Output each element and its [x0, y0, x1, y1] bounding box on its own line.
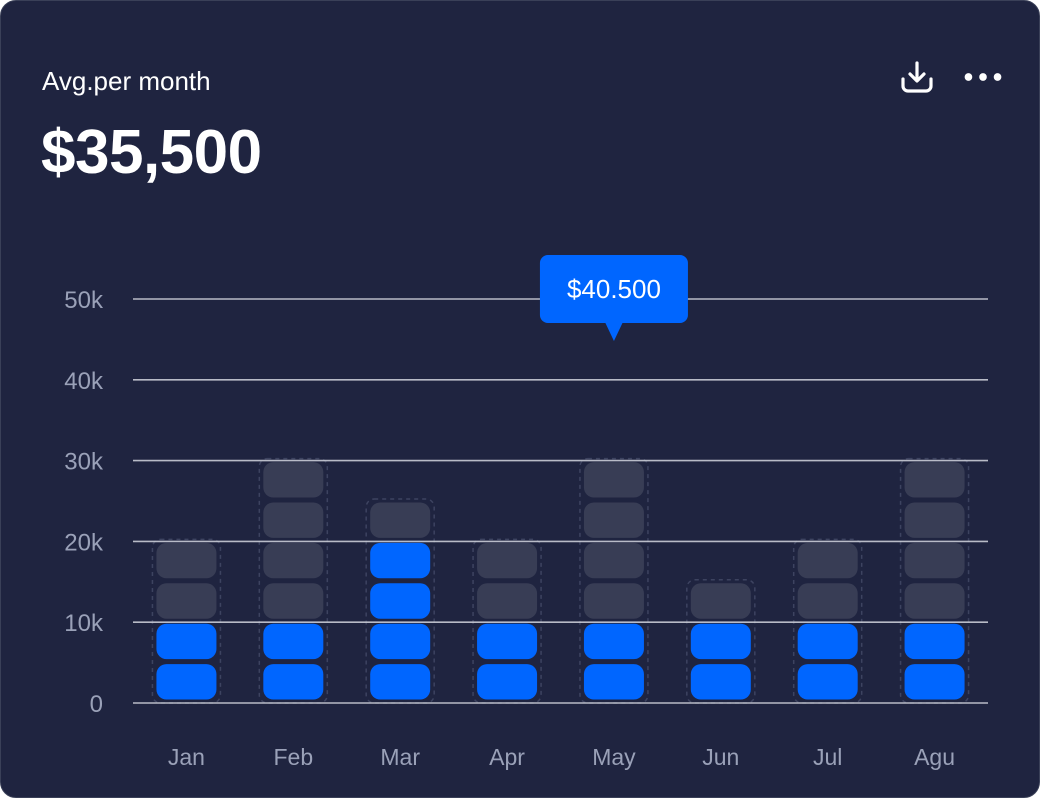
x-tick-label: Agu: [914, 744, 955, 770]
bar-block-empty: [797, 583, 858, 619]
y-tick-label: 50k: [64, 287, 104, 314]
labels-layer: 0 10k 20k 30k 40k 50k Jan Feb Mar Apr May Jun Jul Agu: [64, 287, 955, 770]
x-tick-label: May: [592, 744, 636, 770]
bar-block-filled: [370, 664, 431, 700]
more-options-button[interactable]: [963, 57, 1003, 97]
bar-block-empty: [583, 583, 644, 619]
bar-block-empty: [370, 502, 431, 538]
bar-block-filled: [797, 623, 858, 660]
bar-block-empty: [690, 583, 751, 619]
bar-block-filled: [477, 664, 538, 700]
average-value: $35,500: [41, 118, 262, 187]
bar-block-filled: [263, 623, 324, 660]
bar-block-filled: [583, 664, 644, 700]
bar-block-filled: [690, 664, 751, 700]
bar-block-filled: [370, 542, 431, 579]
x-tick-label: Jun: [702, 744, 739, 770]
bar-block-filled: [583, 623, 644, 660]
bar-block-empty: [904, 542, 965, 579]
x-tick-label: Jul: [813, 744, 842, 770]
more-horizontal-icon: [964, 73, 1002, 81]
y-tick-label: 10k: [64, 610, 104, 637]
bar-block-empty: [904, 583, 965, 619]
bar-block-empty: [263, 502, 324, 538]
tooltip-box: [539, 255, 688, 323]
bar-block-filled: [370, 583, 431, 619]
bar-block-empty: [904, 502, 965, 538]
bar-block-filled: [156, 623, 217, 660]
bar-block-filled: [904, 623, 965, 660]
y-tick-label: 0: [90, 691, 103, 718]
bar-block-empty: [156, 542, 217, 579]
y-tick-label: 30k: [64, 449, 104, 476]
bar-block-empty: [797, 542, 858, 579]
bar-block-empty: [477, 542, 538, 579]
bar-block-filled: [477, 623, 538, 660]
bar-block-filled: [370, 623, 431, 660]
tooltip: $40.500: [539, 255, 688, 341]
bar-block-filled: [263, 664, 324, 700]
download-button[interactable]: [897, 57, 937, 97]
bar-block-empty: [904, 462, 965, 498]
y-tick-label: 40k: [64, 368, 104, 395]
tooltip-label: $40.500: [567, 274, 661, 304]
bar-block-empty: [583, 542, 644, 579]
x-tick-label: Mar: [380, 744, 420, 770]
download-icon: [901, 61, 933, 93]
bar-block-empty: [583, 502, 644, 538]
grid-layer: [133, 298, 988, 704]
bar-block-empty: [263, 462, 324, 498]
bar-block-filled: [904, 664, 965, 700]
bar-block-filled: [797, 664, 858, 700]
tooltip-pointer: [604, 322, 623, 341]
bar-block-empty: [156, 583, 217, 619]
bar-block-filled: [156, 664, 217, 700]
x-tick-label: Feb: [273, 744, 313, 770]
card-actions: [897, 57, 1003, 97]
bars-layer: [151, 457, 970, 704]
bar-block-empty: [263, 542, 324, 579]
card-subtitle: Avg.per month: [42, 66, 211, 96]
x-tick-label: Jan: [168, 744, 205, 770]
bar-block-empty: [263, 583, 324, 619]
y-tick-label: 20k: [64, 529, 104, 556]
x-tick-label: Apr: [489, 744, 525, 770]
bar-block-empty: [477, 583, 538, 619]
bar-block-empty: [583, 462, 644, 498]
bar-block-filled: [690, 623, 751, 660]
